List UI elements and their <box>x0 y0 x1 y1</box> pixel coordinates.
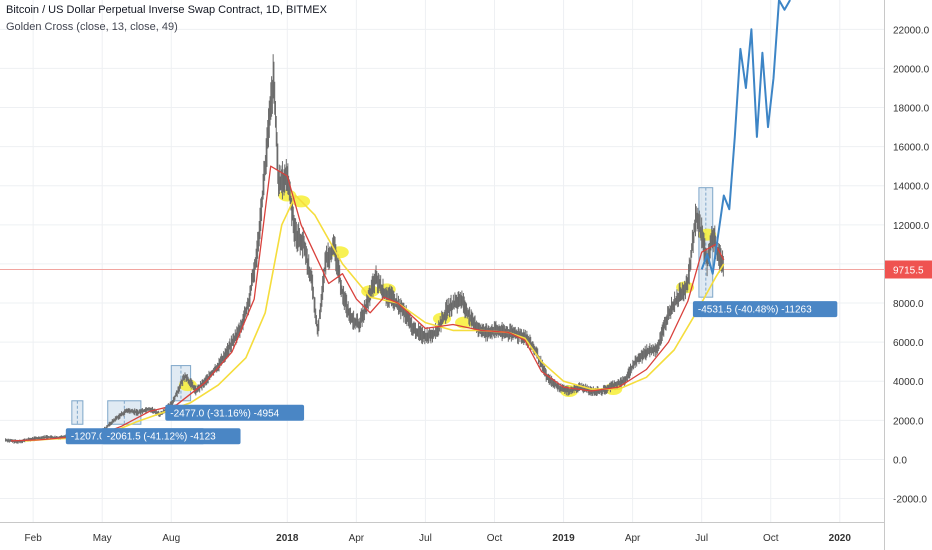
x-tick-label: 2020 <box>829 533 852 544</box>
measure-label-text: -2477.0 (-31.16%) -4954 <box>170 408 279 419</box>
indicator-legend[interactable]: Golden Cross (close, 13, close, 49) <box>6 21 178 33</box>
measure-label: -2061.5 (-41.12%) -4123 <box>101 428 241 445</box>
y-tick-label: 18000.0 <box>893 104 930 115</box>
x-tick-label: Jul <box>419 533 432 544</box>
measure-label-text: -4531.5 (-40.48%) -11263 <box>698 305 812 316</box>
crossover-highlights <box>65 189 717 444</box>
slow-ma-line <box>24 194 725 442</box>
x-tick-label: 2018 <box>276 533 299 544</box>
current-price-badge <box>885 260 932 279</box>
x-tick-label: Apr <box>625 533 641 544</box>
measure-label: -2477.0 (-31.16%) -4954 <box>165 404 305 421</box>
x-tick-label: Oct <box>763 533 779 544</box>
x-tick-label: Apr <box>349 533 365 544</box>
y-tick-label: -2000.0 <box>893 495 927 506</box>
x-tick-label: May <box>93 533 112 544</box>
candles <box>5 54 724 445</box>
y-tick-label: 20000.0 <box>893 64 930 75</box>
y-tick-label: 4000.0 <box>893 377 924 388</box>
measure-label-bg <box>101 428 241 445</box>
chart-title: Bitcoin / US Dollar Perpetual Inverse Sw… <box>6 4 327 16</box>
measure-label-bg <box>165 404 305 421</box>
y-tick-label: 16000.0 <box>893 143 930 154</box>
x-tick-label: Feb <box>25 533 43 544</box>
y-tick-label: 0.0 <box>893 455 907 466</box>
y-tick-label: 8000.0 <box>893 299 924 310</box>
y-tick-label: 22000.0 <box>893 25 930 36</box>
y-tick-label: 12000.0 <box>893 221 930 232</box>
grid <box>0 0 884 522</box>
y-tick-label: 6000.0 <box>893 338 924 349</box>
y-tick-label: 2000.0 <box>893 416 924 427</box>
x-tick-label: 2019 <box>552 533 575 544</box>
measure-label-text: -2061.5 (-41.12%) -4123 <box>107 432 216 443</box>
current-price-label: 9715.5 <box>893 265 924 276</box>
x-tick-label: Oct <box>487 533 503 544</box>
y-tick-label: 14000.0 <box>893 182 930 193</box>
x-tick-label: Aug <box>162 533 180 544</box>
measure-label-bg <box>692 301 838 318</box>
measure-label: -4531.5 (-40.48%) -11263 <box>692 301 838 318</box>
projection-line <box>700 0 791 275</box>
x-tick-label: Jul <box>695 533 708 544</box>
